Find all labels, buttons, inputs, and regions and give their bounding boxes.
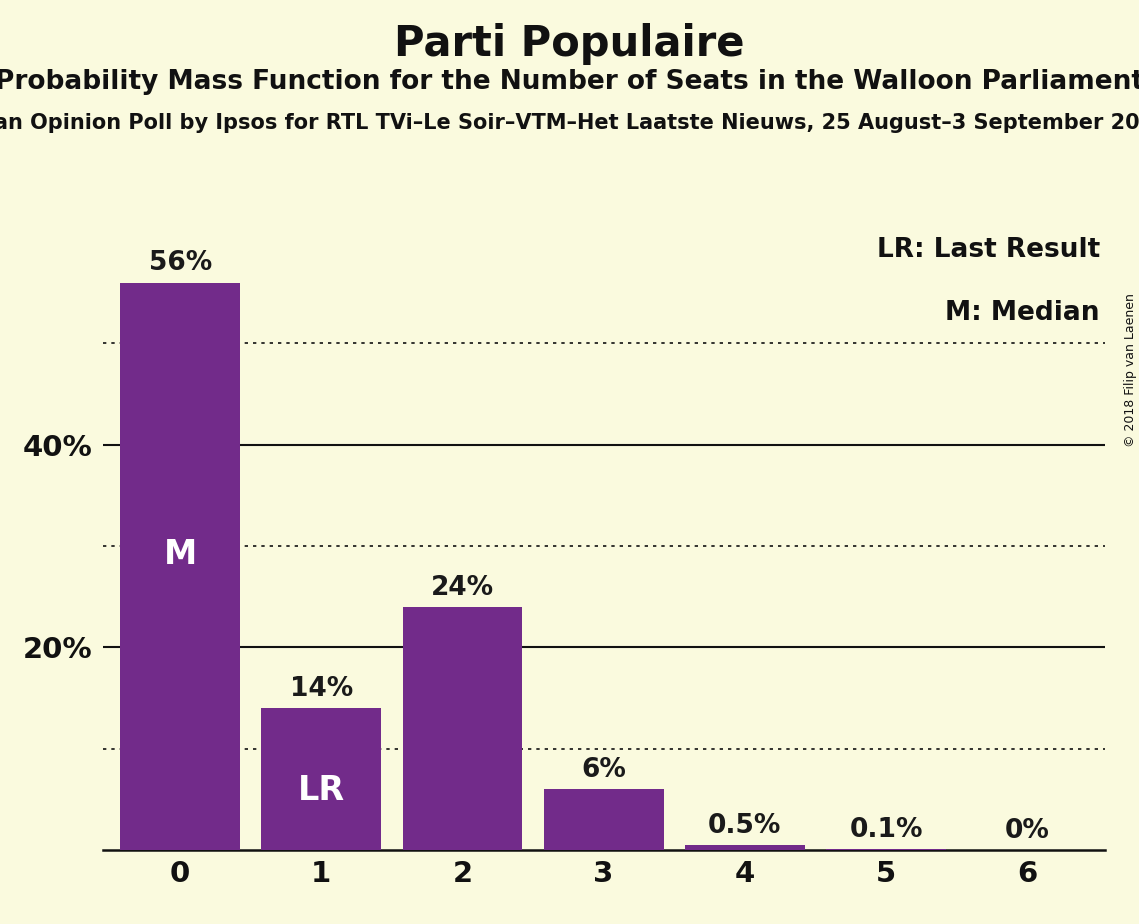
Bar: [543, 789, 664, 850]
Text: 24%: 24%: [431, 575, 494, 601]
Text: 0.5%: 0.5%: [708, 813, 781, 839]
Bar: [261, 708, 382, 850]
Text: LR: Last Result: LR: Last Result: [877, 237, 1100, 263]
Text: © 2018 Filip van Laenen: © 2018 Filip van Laenen: [1124, 293, 1137, 446]
Text: 56%: 56%: [148, 250, 212, 276]
Text: LR: LR: [297, 774, 345, 807]
Text: M: M: [164, 539, 197, 571]
Text: 0.1%: 0.1%: [850, 817, 923, 843]
Text: 14%: 14%: [289, 676, 353, 702]
Text: 6%: 6%: [581, 757, 626, 784]
Bar: [685, 845, 805, 850]
Text: an Opinion Poll by Ipsos for RTL TVi–Le Soir–VTM–Het Laatste Nieuws, 25 August–3: an Opinion Poll by Ipsos for RTL TVi–Le …: [0, 113, 1139, 133]
Bar: [120, 283, 240, 850]
Text: M: Median: M: Median: [945, 300, 1100, 326]
Bar: [826, 849, 947, 850]
Text: 0%: 0%: [1005, 818, 1050, 844]
Text: Probability Mass Function for the Number of Seats in the Walloon Parliament: Probability Mass Function for the Number…: [0, 69, 1139, 95]
Bar: [402, 607, 523, 850]
Text: Parti Populaire: Parti Populaire: [394, 23, 745, 65]
